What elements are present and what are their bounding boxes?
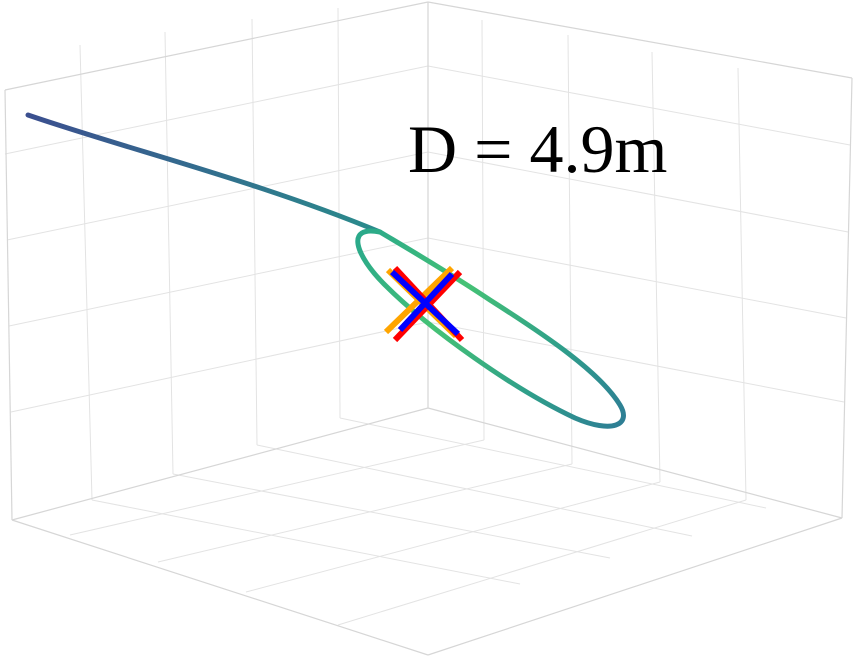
left-pane-grid [4, 7, 429, 501]
right-pane-grid [427, 19, 851, 501]
target-marker-cross [383, 265, 465, 343]
distance-annotation: D = 4.9m [408, 111, 667, 187]
floor-grid [69, 417, 767, 626]
trajectory-tail [25, 112, 383, 235]
marker-blue-arm-2 [397, 271, 455, 333]
axis-pane-edges [4, 1, 853, 656]
trajectory-loop [355, 228, 626, 429]
